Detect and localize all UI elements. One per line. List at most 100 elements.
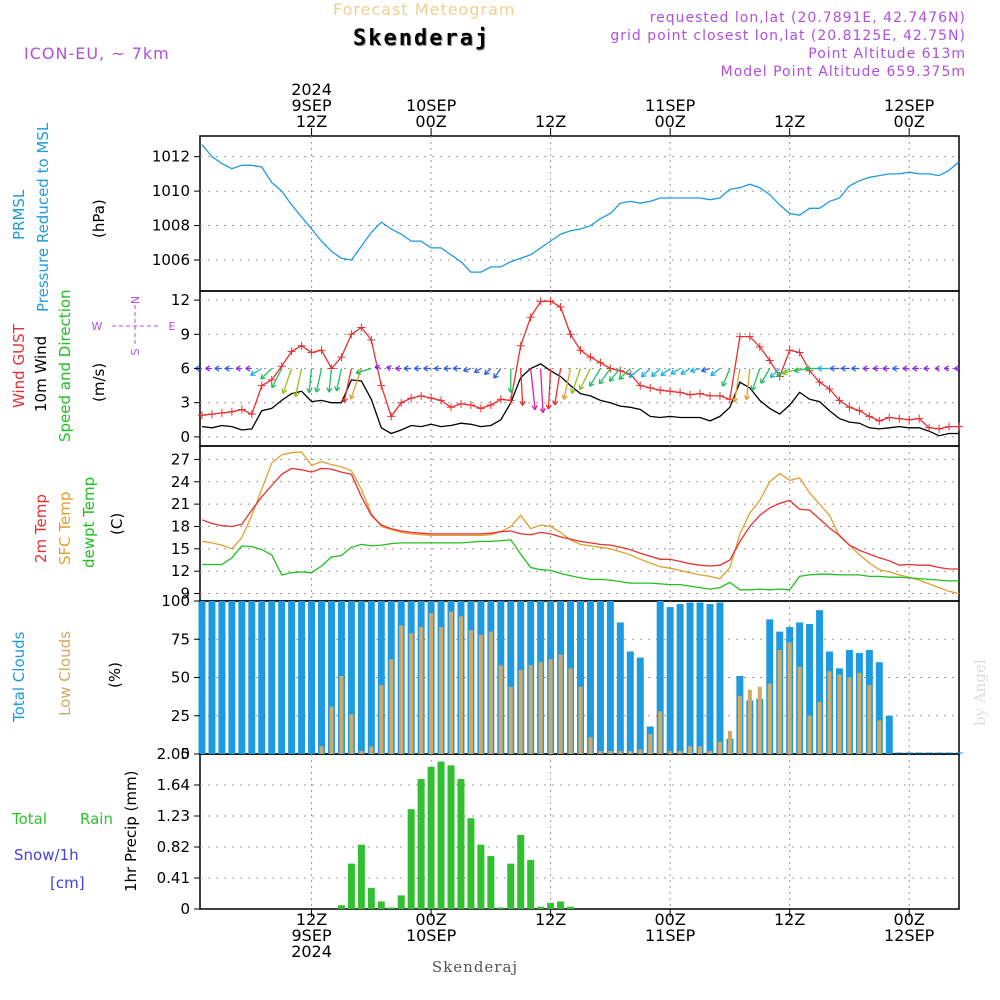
gust-marker <box>696 389 705 398</box>
temp-2m-line <box>201 467 959 570</box>
y-tick-label: 3 <box>180 394 190 412</box>
gust-marker <box>935 424 944 433</box>
wind-direction-arrow <box>493 368 502 379</box>
wind-direction-arrow <box>733 368 741 403</box>
wind-arrow-head <box>552 400 559 406</box>
low-cloud-bar <box>578 686 583 754</box>
low-cloud-bar <box>747 689 752 754</box>
gust-marker <box>636 381 645 390</box>
y-tick-label: 1.23 <box>157 807 190 825</box>
wind-arrow-head <box>452 365 458 372</box>
rain-bar <box>387 907 395 909</box>
gust-marker <box>815 378 824 387</box>
wind-arrow-head <box>781 369 788 376</box>
temp-2m-label: 2m Temp <box>32 494 50 563</box>
gust-marker <box>267 375 276 384</box>
wind-gust-line <box>201 300 959 430</box>
wind-direction-arrow <box>315 368 323 393</box>
wind-arrow-head <box>608 376 615 382</box>
wind-arrow-head <box>589 381 595 387</box>
wind-direction-arrow <box>463 367 472 372</box>
gust-marker <box>207 410 216 419</box>
low-cloud-bar <box>837 674 842 754</box>
wind-direction-arrow <box>701 367 711 372</box>
wind-arrow-head <box>776 371 782 377</box>
wind-arrow-head <box>862 365 868 372</box>
rain-bar <box>507 863 515 909</box>
total-cloud-bar <box>806 623 814 754</box>
x-bottom-tick-label: 2024 <box>291 942 332 961</box>
total-cloud-bar <box>318 601 326 754</box>
wind-arrow-head <box>829 365 835 372</box>
wind-arrow-head <box>598 378 605 385</box>
wind-direction-arrow <box>260 368 273 380</box>
y-tick-label: 15 <box>171 540 190 558</box>
gust-marker <box>596 358 605 367</box>
pressure-unit: (hPa) <box>90 199 108 238</box>
wind-direction-arrow <box>769 368 781 378</box>
rain-bar <box>527 859 535 909</box>
low-cloud-bar <box>349 714 354 754</box>
gust-marker <box>197 411 206 420</box>
wind-direction-arrow <box>651 368 661 378</box>
y-tick-label: 9 <box>180 325 190 343</box>
wind-arrow-head <box>651 371 657 378</box>
wind-arrow-head <box>250 370 256 376</box>
x-bottom-tick-label: 00Z <box>654 910 685 929</box>
low-cloud-bar <box>598 750 603 754</box>
gust-marker <box>407 394 416 403</box>
low-cloud-bar <box>757 686 762 754</box>
wind-arrow-head <box>386 365 392 372</box>
gust-marker <box>257 381 266 390</box>
wind-arrow-head <box>680 369 686 375</box>
wind-direction-arrow <box>554 368 562 406</box>
gust-marker <box>875 416 884 425</box>
total-cloud-bar <box>507 601 515 754</box>
x-bottom-tick-label: 9SEP <box>292 926 332 945</box>
x-bottom-tick-label: 12Z <box>774 910 805 929</box>
dewpt-temp-line <box>202 539 959 591</box>
wind-direction-arrow <box>282 368 293 394</box>
gust-marker <box>377 381 386 390</box>
temp-unit: (C) <box>108 513 126 535</box>
wind-arrow-head <box>944 365 949 372</box>
y-tick-label: 25 <box>171 707 190 725</box>
wind-arrow-head <box>628 372 635 378</box>
x-bottom-tick-label: 12SEP <box>884 926 935 945</box>
gust-marker <box>287 347 296 356</box>
wind-arrow-head <box>872 365 878 372</box>
wind-arrow-head <box>293 391 300 398</box>
wind-arrow-head <box>423 365 429 372</box>
wind-direction-arrow <box>608 368 621 382</box>
wind-10m-line <box>201 363 959 437</box>
low-cloud-bar <box>399 625 404 754</box>
gust-marker <box>646 383 655 392</box>
model-label: ICON-EU, ~ 7km <box>24 44 170 63</box>
x-bottom-tick-label: 00Z <box>894 910 925 929</box>
total-cloud-bar <box>238 601 246 754</box>
wind-arrow-head <box>334 386 341 392</box>
gust-marker <box>397 398 406 407</box>
total-cloud-bar <box>228 601 236 754</box>
wind-arrow-head <box>413 365 419 372</box>
gust-marker <box>785 346 794 355</box>
gust-marker <box>606 364 615 373</box>
low-cloud-bar <box>508 686 513 754</box>
gust-marker <box>357 323 366 332</box>
wind-direction-label: Speed and Direction <box>56 289 74 442</box>
wind-direction-arrow <box>628 367 641 378</box>
wind-arrow-head <box>349 394 355 400</box>
gust-marker <box>865 412 874 421</box>
low-cloud-bar <box>419 627 424 754</box>
wind-arrow-head <box>306 387 313 394</box>
rain-bar <box>367 887 375 909</box>
rain-bar <box>487 856 495 909</box>
y-tick-label: 18 <box>171 517 190 535</box>
sfc-temp-line <box>201 451 960 595</box>
x-top-tick-label: 10SEP <box>406 96 457 115</box>
wind-direction-arrow <box>271 368 283 389</box>
snow-unit: [cm] <box>50 874 85 892</box>
wind-arrow-head <box>660 370 667 377</box>
low-cloud-bar <box>857 672 862 754</box>
